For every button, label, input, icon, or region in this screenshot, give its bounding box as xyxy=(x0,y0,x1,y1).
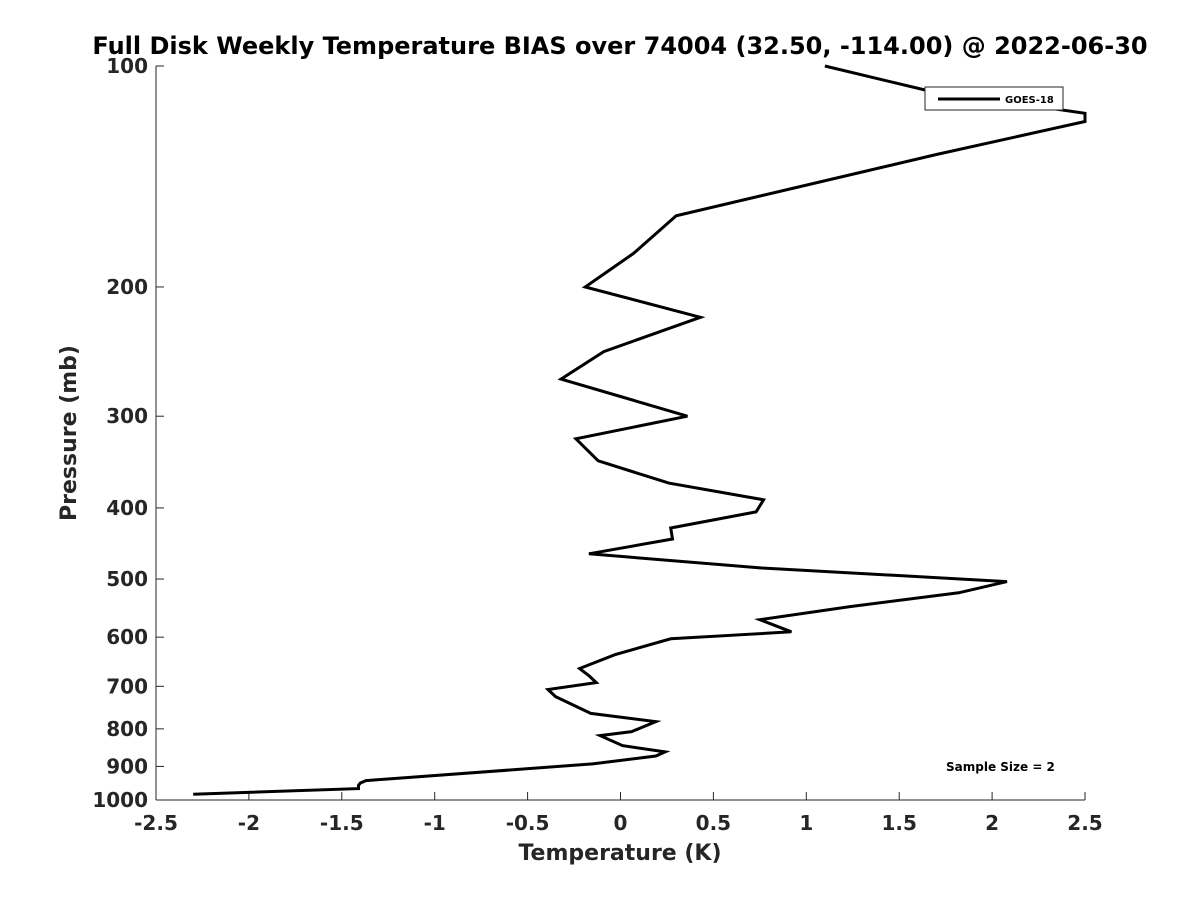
y-tick-label: 800 xyxy=(106,717,148,741)
x-tick-label: 0 xyxy=(614,811,628,835)
legend: GOES-18 xyxy=(924,86,1064,111)
chart-title: Full Disk Weekly Temperature BIAS over 7… xyxy=(92,32,1147,60)
x-tick-label: 1 xyxy=(799,811,813,835)
x-tick-label: -0.5 xyxy=(506,811,550,835)
x-tick-label: -1.5 xyxy=(320,811,364,835)
x-tick-label: -2.5 xyxy=(134,811,178,835)
sample-size-annotation: Sample Size = 2 xyxy=(946,760,1055,774)
y-tick-label: 500 xyxy=(106,567,148,591)
x-tick-label: -1 xyxy=(424,811,446,835)
x-tick-label: 0.5 xyxy=(696,811,731,835)
y-tick-label: 200 xyxy=(106,275,148,299)
y-tick-label: 100 xyxy=(106,54,148,78)
y-tick-label: 600 xyxy=(106,625,148,649)
x-tick-label: 2.5 xyxy=(1067,811,1102,835)
y-tick-label: 1000 xyxy=(92,788,148,812)
y-ticks: 100 200 300 400 500 600 700 800 900 1000 xyxy=(92,54,164,812)
y-axis-label: Pressure (mb) xyxy=(57,345,82,521)
y-tick-label: 900 xyxy=(106,754,148,778)
y-tick-label: 700 xyxy=(106,674,148,698)
y-tick-label: 300 xyxy=(106,404,148,428)
y-tick-label: 400 xyxy=(106,496,148,520)
series-line-goes-18 xyxy=(193,64,1087,796)
x-tick-label: 1.5 xyxy=(881,811,916,835)
x-tick-label: 2 xyxy=(985,811,999,835)
x-axis-label: Temperature (K) xyxy=(518,841,721,866)
legend-label-goes-18: GOES-18 xyxy=(1005,95,1054,106)
x-tick-label: -2 xyxy=(238,811,260,835)
x-ticks: -2.5 -2 -1.5 -1 -0.5 0 0.5 1 1.5 2 2.5 xyxy=(134,792,1103,835)
